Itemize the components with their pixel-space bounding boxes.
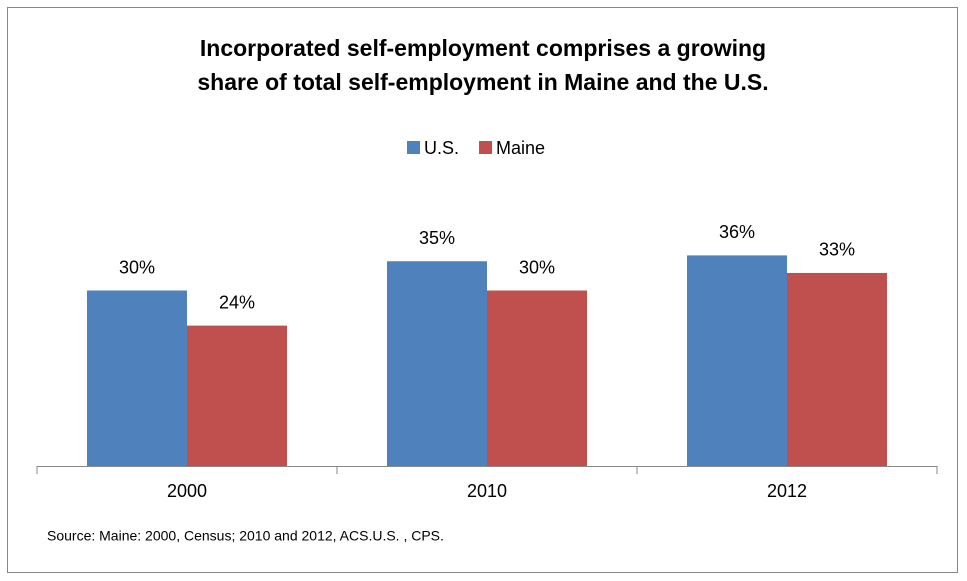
legend-swatch — [479, 141, 493, 154]
x-tick-label: 2000 — [167, 481, 207, 501]
bar — [787, 272, 887, 466]
bar — [387, 261, 487, 466]
data-label: 35% — [419, 228, 455, 248]
legend-swatch — [407, 141, 420, 154]
data-label: 24% — [219, 292, 255, 312]
data-label: 30% — [519, 257, 555, 277]
source-note: Source: Maine: 2000, Census; 2010 and 20… — [47, 528, 444, 544]
bar — [187, 325, 287, 466]
data-label: 36% — [719, 222, 755, 242]
bar — [487, 290, 587, 466]
x-tick-label: 2012 — [767, 481, 807, 501]
chart-title: share of total self-employment in Maine … — [197, 69, 768, 95]
x-tick-label: 2010 — [467, 481, 507, 501]
legend-label: Maine — [496, 138, 545, 158]
bar — [687, 255, 787, 466]
bar — [87, 290, 187, 466]
data-label: 33% — [819, 240, 855, 260]
data-label: 30% — [119, 257, 155, 277]
chart-title: Incorporated self-employment comprises a… — [200, 35, 766, 61]
legend-label: U.S. — [424, 138, 459, 158]
